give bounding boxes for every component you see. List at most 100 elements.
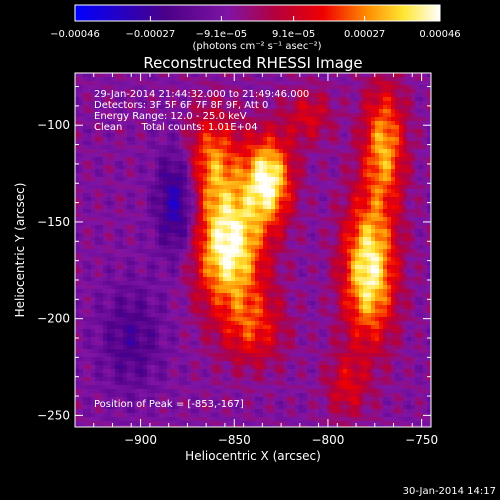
- heatmap-cell: [167, 257, 171, 261]
- heatmap-cell: [239, 161, 243, 165]
- heatmap-cell: [275, 261, 279, 265]
- heatmap-cell: [115, 105, 119, 109]
- heatmap-cell: [355, 237, 359, 241]
- heatmap-cell: [239, 221, 243, 225]
- heatmap-cell: [239, 229, 243, 233]
- heatmap-cell: [359, 293, 363, 297]
- heatmap-cell: [211, 93, 215, 97]
- heatmap-cell: [267, 173, 271, 177]
- heatmap-cell: [183, 77, 187, 81]
- heatmap-cell: [203, 93, 207, 97]
- heatmap-cell: [339, 189, 343, 193]
- heatmap-cell: [307, 81, 311, 85]
- heatmap-cell: [307, 241, 311, 245]
- heatmap-cell: [375, 261, 379, 265]
- heatmap-cell: [211, 293, 215, 297]
- heatmap-cell: [399, 213, 403, 217]
- heatmap-cell: [227, 169, 231, 173]
- heatmap-cell: [315, 229, 319, 233]
- heatmap-cell: [287, 229, 291, 233]
- heatmap-cell: [363, 137, 367, 141]
- heatmap-cell: [403, 109, 407, 113]
- heatmap-cell: [231, 177, 235, 181]
- heatmap-cell: [271, 97, 275, 101]
- heatmap-cell: [347, 169, 351, 173]
- heatmap-cell: [163, 193, 167, 197]
- heatmap-cell: [91, 229, 95, 233]
- heatmap-cell: [347, 269, 351, 273]
- heatmap-cell: [339, 253, 343, 257]
- heatmap-cell: [419, 249, 423, 253]
- heatmap-cell: [315, 217, 319, 221]
- heatmap-cell: [187, 189, 191, 193]
- heatmap-cell: [355, 153, 359, 157]
- heatmap-cell: [143, 249, 147, 253]
- heatmap-cell: [287, 149, 291, 153]
- heatmap-cell: [247, 117, 251, 121]
- heatmap-cell: [403, 181, 407, 185]
- heatmap-cell: [239, 149, 243, 153]
- heatmap-cell: [195, 261, 199, 265]
- heatmap-cell: [151, 137, 155, 141]
- heatmap-cell: [307, 229, 311, 233]
- heatmap-cell: [79, 193, 83, 197]
- heatmap-cell: [211, 253, 215, 257]
- heatmap-cell: [183, 201, 187, 205]
- heatmap-cell: [79, 133, 83, 137]
- heatmap-cell: [179, 185, 183, 189]
- heatmap-cell: [303, 149, 307, 153]
- heatmap-cell: [343, 181, 347, 185]
- heatmap-cell: [115, 285, 119, 289]
- heatmap-cell: [359, 249, 363, 253]
- heatmap-cell: [407, 93, 411, 97]
- heatmap-cell: [211, 205, 215, 209]
- heatmap-cell: [167, 213, 171, 217]
- heatmap-cell: [239, 125, 243, 129]
- heatmap-cell: [91, 233, 95, 237]
- heatmap-cell: [183, 213, 187, 217]
- heatmap-cell: [235, 117, 239, 121]
- heatmap-cell: [319, 233, 323, 237]
- heatmap-cell: [387, 209, 391, 213]
- heatmap-cell: [155, 161, 159, 165]
- heatmap-cell: [303, 281, 307, 285]
- heatmap-cell: [79, 293, 83, 297]
- heatmap-cell: [391, 277, 395, 281]
- heatmap-cell: [251, 233, 255, 237]
- heatmap-cell: [383, 233, 387, 237]
- heatmap-cell: [255, 113, 259, 117]
- heatmap-cell: [215, 101, 219, 105]
- heatmap-cell: [207, 105, 211, 109]
- heatmap-cell: [99, 257, 103, 261]
- heatmap-cell: [227, 161, 231, 165]
- heatmap-cell: [203, 209, 207, 213]
- heatmap-cell: [175, 205, 179, 209]
- heatmap-cell: [223, 81, 227, 85]
- heatmap-cell: [147, 193, 151, 197]
- heatmap-cell: [211, 225, 215, 229]
- heatmap-cell: [367, 149, 371, 153]
- heatmap-cell: [315, 257, 319, 261]
- heatmap-cell: [119, 141, 123, 145]
- heatmap-cell: [91, 129, 95, 133]
- heatmap-cell: [207, 121, 211, 125]
- heatmap-cell: [371, 101, 375, 105]
- heatmap-cell: [235, 93, 239, 97]
- heatmap-cell: [275, 137, 279, 141]
- heatmap-cell: [179, 141, 183, 145]
- heatmap-cell: [135, 77, 139, 81]
- heatmap-cell: [291, 209, 295, 213]
- heatmap-cell: [259, 221, 263, 225]
- heatmap-cell: [87, 281, 91, 285]
- heatmap-cell: [367, 133, 371, 137]
- heatmap-cell: [295, 169, 299, 173]
- heatmap-cell: [311, 121, 315, 125]
- heatmap-cell: [123, 229, 127, 233]
- heatmap-cell: [195, 93, 199, 97]
- heatmap-cell: [355, 73, 359, 77]
- heatmap-cell: [391, 153, 395, 157]
- heatmap-cell: [367, 77, 371, 81]
- heatmap-cell: [379, 165, 383, 169]
- heatmap-cell: [147, 221, 151, 225]
- heatmap-cell: [179, 105, 183, 109]
